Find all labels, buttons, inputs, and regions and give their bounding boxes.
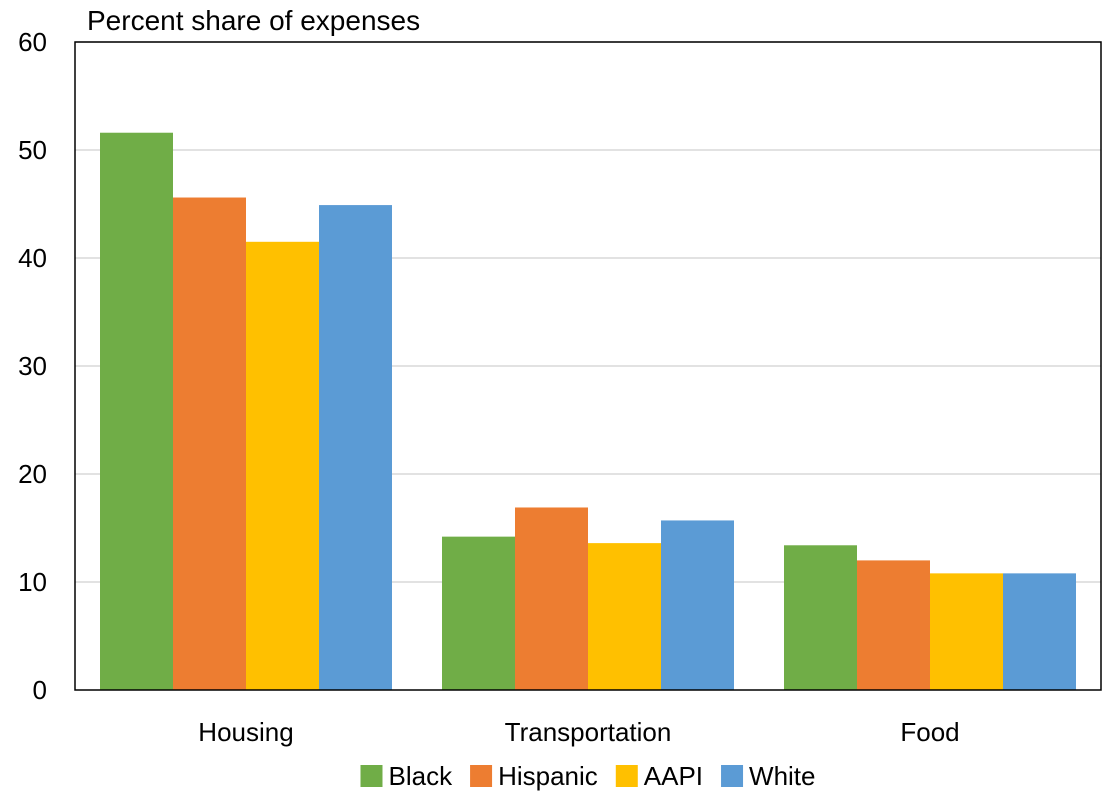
legend-swatch-black bbox=[360, 765, 383, 787]
legend-label-aapi: AAPI bbox=[644, 761, 703, 791]
bar-aapi-housing bbox=[246, 241, 319, 691]
bar-hispanic-housing bbox=[173, 197, 246, 690]
legend: Black Hispanic AAPI White bbox=[360, 761, 816, 791]
bar-white-food bbox=[1003, 573, 1076, 690]
axes bbox=[74, 41, 1102, 691]
bar-white-housing bbox=[319, 205, 392, 690]
plot-frame bbox=[74, 41, 1102, 691]
y-tick-label: 0 bbox=[33, 675, 47, 705]
legend-swatch-hispanic bbox=[470, 765, 493, 787]
bar-white-transportation bbox=[661, 520, 734, 690]
bar-hispanic-transportation bbox=[515, 507, 588, 690]
legend-label-hispanic: Hispanic bbox=[498, 761, 598, 791]
chart-title: Percent share of expenses bbox=[87, 5, 420, 36]
bar-black-transportation bbox=[442, 536, 515, 690]
bar-aapi-transportation bbox=[588, 543, 661, 690]
legend-label-black: Black bbox=[388, 761, 453, 791]
y-tick-labels: 0 10 20 30 40 50 60 bbox=[18, 27, 47, 705]
bar-black-food bbox=[784, 545, 857, 690]
legend-swatch-white bbox=[721, 765, 744, 787]
bar-aapi-food bbox=[930, 573, 1003, 690]
y-tick-label: 40 bbox=[18, 243, 47, 273]
x-tick-labels: Housing Transportation Food bbox=[198, 717, 959, 747]
bar-black-housing bbox=[100, 132, 173, 691]
y-tick-label: 30 bbox=[18, 351, 47, 381]
x-tick-label: Transportation bbox=[505, 717, 672, 747]
x-tick-label: Food bbox=[900, 717, 959, 747]
y-tick-label: 10 bbox=[18, 567, 47, 597]
bar-hispanic-food bbox=[857, 560, 930, 690]
bars bbox=[100, 132, 1076, 691]
y-tick-label: 20 bbox=[18, 459, 47, 489]
legend-label-white: White bbox=[749, 761, 815, 791]
legend-swatch-aapi bbox=[615, 765, 638, 787]
y-tick-label: 50 bbox=[18, 135, 47, 165]
x-tick-label: Housing bbox=[198, 717, 293, 747]
y-tick-label: 60 bbox=[18, 27, 47, 57]
